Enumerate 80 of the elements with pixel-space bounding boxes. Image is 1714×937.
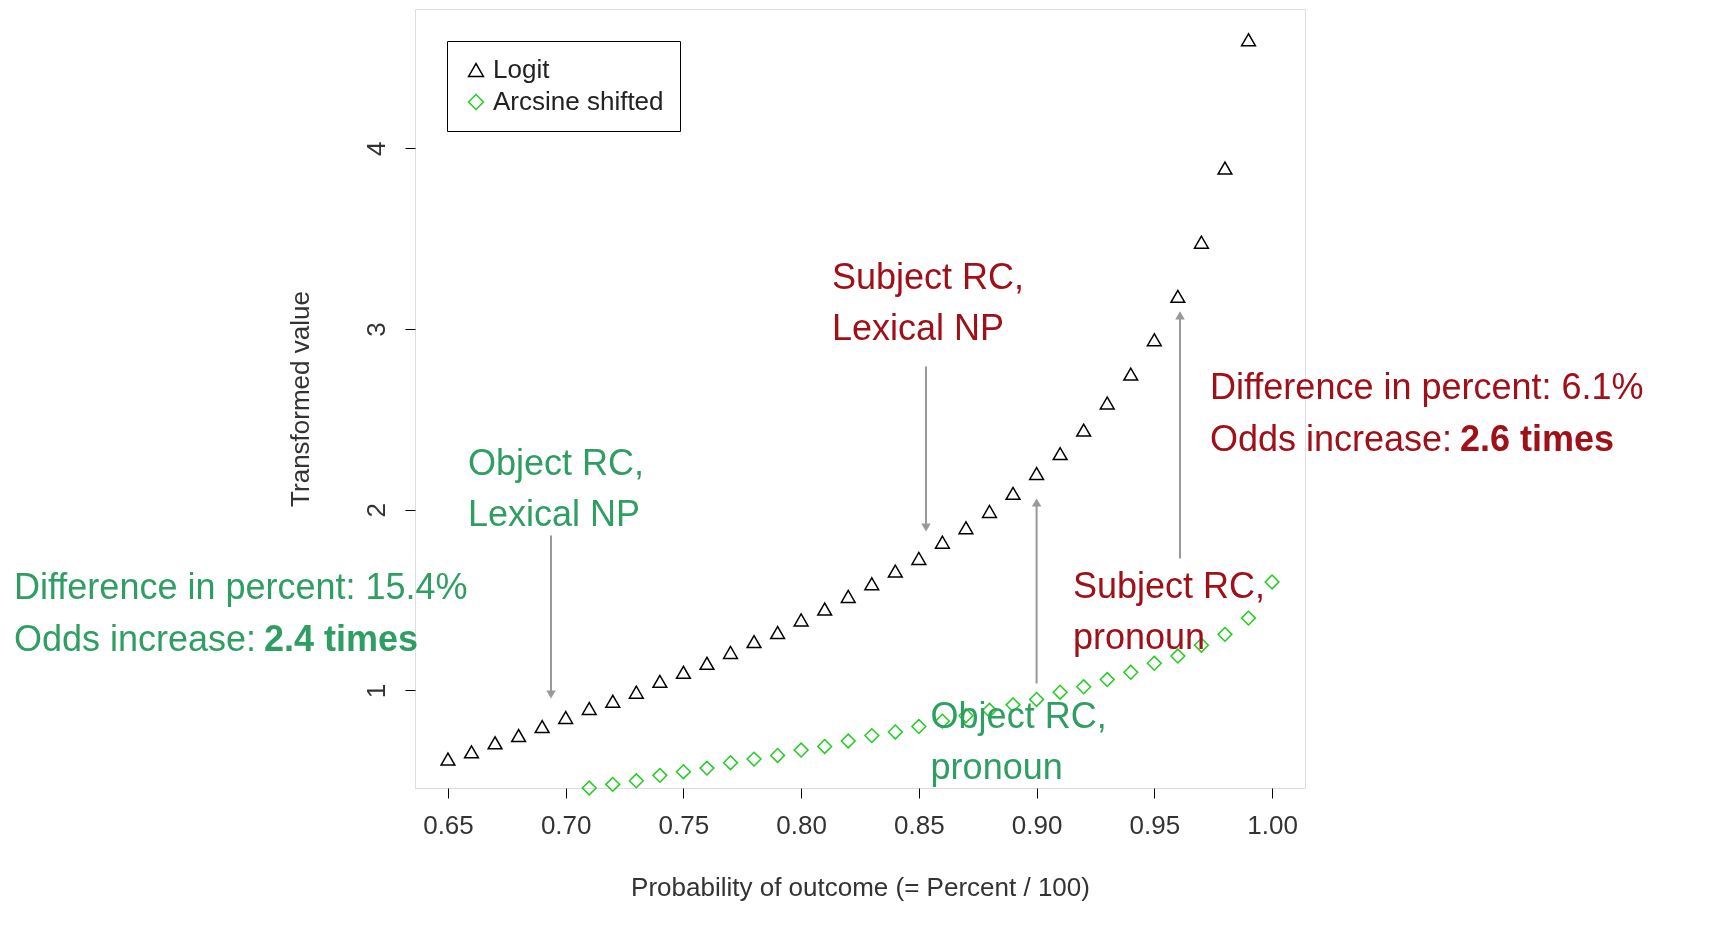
x-tick-label: 0.75: [658, 809, 710, 840]
point: [628, 773, 644, 789]
x-tick-label: 0.85: [894, 809, 945, 840]
point: [487, 736, 503, 750]
point: [722, 755, 739, 771]
point: [1240, 33, 1257, 47]
point: [1076, 423, 1092, 437]
point: [675, 665, 692, 680]
point: [558, 710, 574, 725]
point: [652, 767, 668, 783]
point: [1240, 610, 1257, 626]
x-tick-label: 0.90: [1011, 809, 1063, 840]
point: [1005, 486, 1021, 501]
point: [1193, 235, 1210, 249]
x-tick-label: 0.95: [1129, 809, 1181, 840]
point: [1052, 446, 1068, 461]
point: [534, 719, 550, 734]
point: [958, 521, 974, 535]
x-tick-label: 0.65: [423, 809, 474, 840]
point: [1217, 161, 1233, 175]
point: [605, 776, 621, 793]
point: [864, 727, 880, 744]
x-tick-label: 0.80: [776, 809, 827, 840]
y-tick-label: 3: [360, 322, 391, 337]
point: [911, 551, 927, 566]
point: [1099, 671, 1115, 688]
point: [699, 656, 715, 671]
point: [628, 685, 644, 699]
point: [581, 780, 597, 796]
point: [887, 724, 903, 740]
point: [463, 745, 480, 759]
point: [769, 747, 786, 764]
annotation: Odds increase: 2.4 times: [14, 617, 419, 659]
point: [817, 602, 833, 616]
x-tick-label: 1.00: [1247, 809, 1298, 840]
point: [911, 718, 927, 735]
point: [1170, 289, 1186, 304]
annotation: Difference in percent: 15.4%: [14, 565, 468, 607]
point: [1146, 333, 1162, 347]
y-tick-label: 2: [360, 502, 391, 518]
point: [1052, 684, 1068, 700]
annotation: Subject RC, Lexical NP: [832, 255, 1025, 348]
point: [1123, 664, 1139, 680]
point: [652, 674, 668, 689]
point: [440, 752, 456, 766]
point: [769, 625, 786, 640]
point: [699, 760, 715, 776]
legend-label: Logit: [493, 54, 551, 84]
legend-label: Arcsine shifted: [493, 86, 664, 116]
y-tick-label: 1: [360, 683, 391, 699]
point: [1076, 679, 1092, 695]
point: [1217, 626, 1233, 643]
annotation: Object RC, Lexical NP: [468, 441, 645, 534]
point: [746, 634, 762, 649]
point: [1099, 396, 1115, 410]
point: [746, 751, 762, 767]
point: [722, 645, 739, 660]
point: [581, 701, 597, 716]
point: [840, 733, 856, 749]
y-tick-label: 4: [360, 141, 391, 156]
point: [840, 589, 856, 604]
point: [981, 504, 998, 519]
point: [510, 728, 527, 743]
annotation: Odds increase: 2.6 times: [1210, 417, 1615, 459]
point: [1123, 367, 1139, 381]
x-tick-label: 0.70: [540, 809, 592, 840]
annotation: Difference in percent: 6.1%: [1210, 365, 1644, 407]
x-axis-title: Probability of outcome (= Percent / 100): [631, 871, 1090, 902]
annotation: Subject RC, pronoun: [1073, 565, 1266, 658]
point: [793, 742, 809, 758]
point: [934, 535, 951, 549]
point: [675, 764, 692, 780]
point: [864, 577, 880, 591]
point: [1028, 466, 1045, 481]
y-axis-title: Transformed value: [284, 291, 315, 507]
point: [605, 694, 621, 708]
point: [817, 738, 833, 755]
point: [1264, 574, 1280, 590]
point: [793, 613, 809, 627]
point: [887, 564, 903, 578]
